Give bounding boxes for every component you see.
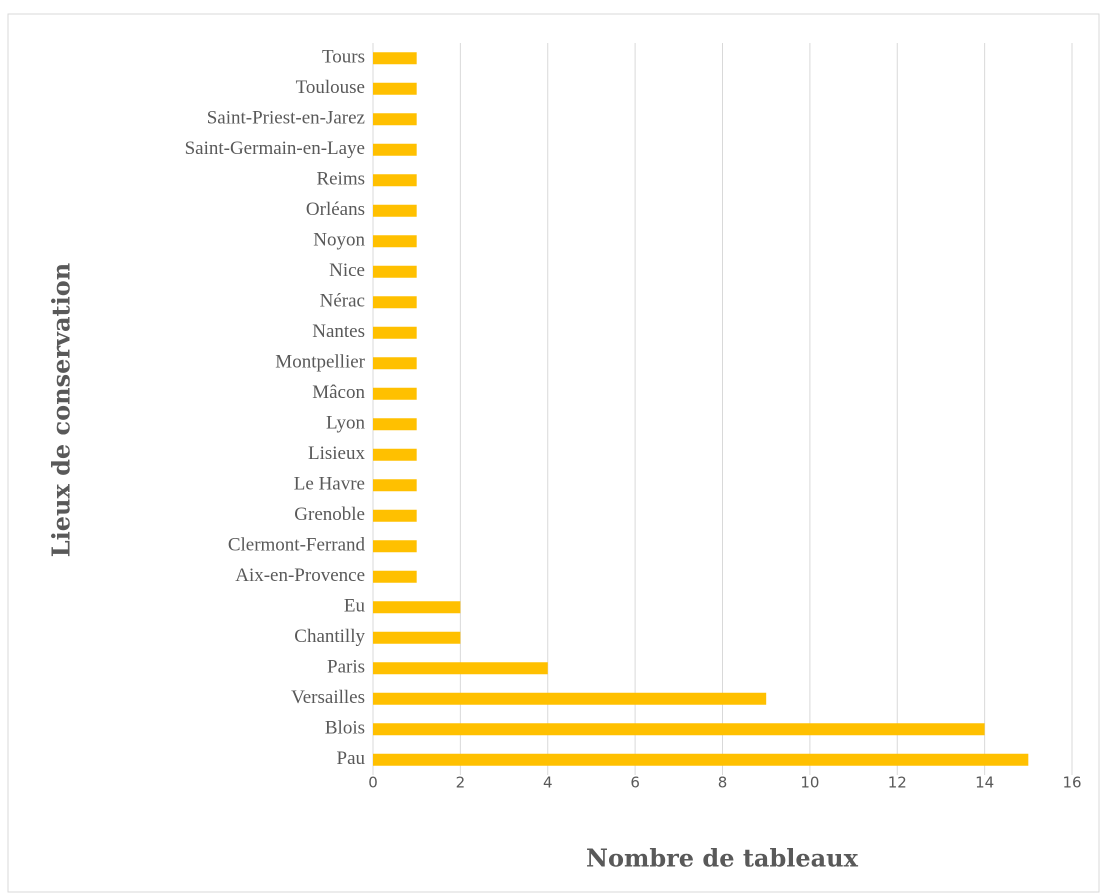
bar (373, 113, 417, 126)
bar (373, 753, 1029, 766)
bar (373, 631, 461, 644)
y-axis-title: Lieux de conservation (47, 263, 76, 557)
y-tick-label: Nérac (320, 291, 365, 312)
x-tick-label: 0 (368, 774, 378, 792)
bar (373, 265, 417, 278)
y-tick-label: Nantes (312, 321, 365, 342)
y-tick-label: Montpellier (275, 352, 365, 373)
bar (373, 570, 417, 583)
bar (373, 357, 417, 370)
y-tick-label: Blois (325, 718, 365, 739)
bar (373, 82, 417, 95)
x-tick-label: 6 (630, 774, 640, 792)
x-tick-label: 4 (543, 774, 553, 792)
y-tick-label: Chantilly (294, 626, 365, 647)
y-tick-label: Tours (322, 47, 365, 68)
y-tick-label: Eu (344, 596, 366, 617)
x-axis-title: Nombre de tableaux (586, 844, 859, 873)
x-tick-label: 10 (800, 774, 819, 792)
bar (373, 326, 417, 339)
y-tick-label: Nice (329, 260, 365, 281)
bar (373, 387, 417, 400)
y-tick-label: Aix-en-Provence (235, 565, 365, 586)
bar (373, 479, 417, 492)
bar (373, 204, 417, 217)
y-tick-label: Lisieux (308, 443, 365, 464)
bar (373, 723, 985, 736)
bar (373, 601, 461, 614)
y-tick-label: Le Havre (294, 474, 365, 495)
x-tick-label: 16 (1062, 774, 1081, 792)
bar (373, 143, 417, 156)
y-tick-label: Lyon (326, 413, 366, 434)
y-tick-label: Orléans (306, 199, 365, 220)
y-tick-label: Noyon (313, 230, 365, 251)
bar (373, 662, 548, 675)
bar (373, 235, 417, 248)
chart-border (7, 13, 1100, 893)
x-tick-label: 12 (888, 774, 907, 792)
y-tick-label: Pau (337, 748, 366, 769)
y-tick-label: Clermont-Ferrand (228, 535, 366, 556)
bar (373, 448, 417, 461)
y-tick-label: Saint-Priest-en-Jarez (207, 108, 365, 129)
bar (373, 296, 417, 309)
y-tick-label: Grenoble (294, 504, 365, 525)
y-tick-label: Toulouse (296, 77, 365, 98)
bar (373, 174, 417, 187)
bar (373, 418, 417, 431)
bar (373, 692, 767, 705)
y-tick-label: Reims (316, 169, 365, 190)
y-tick-label: Mâcon (312, 382, 365, 403)
y-tick-label: Paris (327, 657, 365, 678)
bar (373, 540, 417, 553)
x-tick-label: 8 (718, 774, 728, 792)
y-tick-label: Versailles (291, 687, 365, 708)
x-tick-label: 14 (975, 774, 994, 792)
bar (373, 52, 417, 65)
x-tick-label: 2 (456, 774, 466, 792)
y-tick-label: Saint-Germain-en-Laye (185, 138, 365, 159)
bar (373, 509, 417, 522)
